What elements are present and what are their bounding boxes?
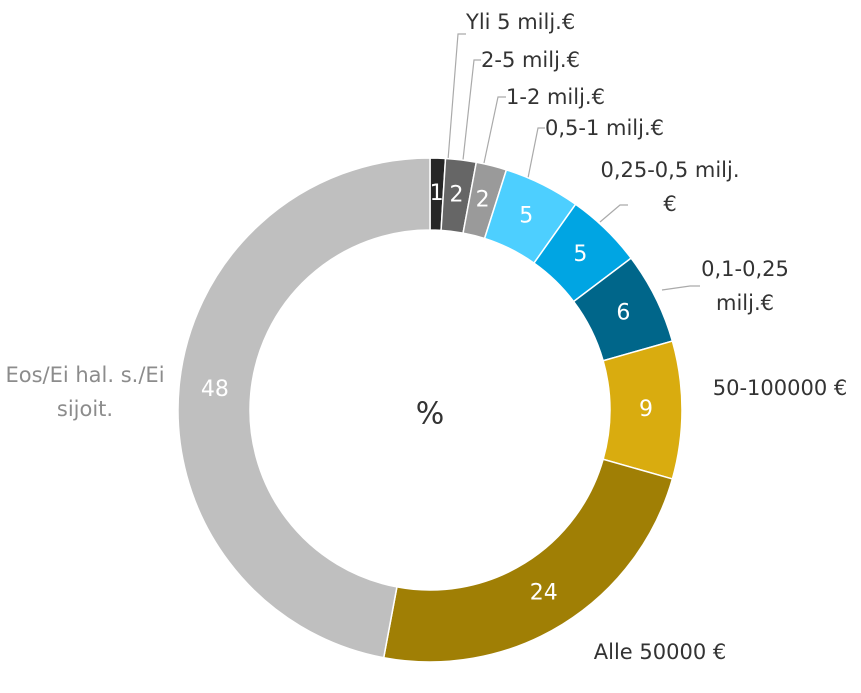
value-label: 24 [530,581,558,606]
leader-line [483,96,506,164]
category-label: Alle 50000 € [593,640,727,664]
category-label: Yli 5 milj.€ [466,10,576,34]
leader-line [462,59,481,161]
value-label: 1 [430,181,444,206]
leader-line [661,285,700,291]
value-label: 6 [616,301,630,326]
leader-lines [447,33,700,291]
donut-slice [177,157,431,659]
category-label: 0,25-0,5 milj.€ [600,158,740,216]
center-label: % [416,397,445,432]
value-label: 2 [450,183,464,208]
category-label: 50-100000 € [712,376,848,400]
category-label: 0,5-1 milj.€ [545,116,665,140]
donut-slice [382,458,674,663]
category-label: 1-2 milj.€ [506,85,605,109]
value-label: 2 [476,188,490,213]
value-label: 9 [639,397,653,422]
category-label: Eos/Ei hal. s./Ei sijoit. [5,363,165,421]
value-label: 5 [519,204,533,229]
value-label: 5 [573,242,587,267]
category-label: 2-5 milj.€ [481,48,580,72]
leader-line [599,204,628,223]
leader-line [447,33,466,161]
category-label: 0,1-0,25 milj.€ [701,257,789,315]
value-label: 48 [201,377,229,402]
leader-line [527,127,545,179]
